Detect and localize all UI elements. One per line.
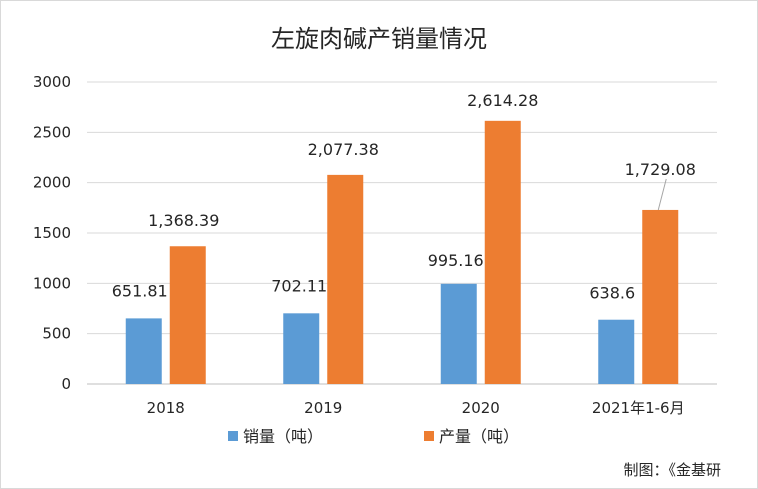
data-label-output: 1,729.08 <box>625 160 696 179</box>
y-tick-label: 2000 <box>33 174 71 192</box>
x-tick-label: 2018 <box>147 399 185 417</box>
x-tick-label: 2021年1-6月 <box>592 399 685 417</box>
y-tick-label: 1500 <box>33 224 71 242</box>
legend-swatch-output <box>424 431 434 441</box>
chart-title: 左旋肉碱产销量情况 <box>271 25 487 53</box>
y-tick-label: 0 <box>61 375 71 393</box>
y-tick-label: 3000 <box>33 73 71 91</box>
bar-sales <box>440 283 477 384</box>
source-note: 制图：《金基研 <box>623 461 721 479</box>
bar-sales <box>125 318 162 384</box>
x-tick-label: 2019 <box>304 399 342 417</box>
bar-output <box>169 246 206 384</box>
x-axis-ticks: 2018 2019 2020 2021年1-6月 <box>147 399 685 417</box>
bar-sales <box>598 319 635 384</box>
bar-output <box>484 120 521 384</box>
legend-label-sales: 销量（吨） <box>243 427 323 446</box>
bar-sales <box>283 313 320 384</box>
leader-line <box>657 178 667 211</box>
legend-swatch-sales <box>228 431 238 441</box>
data-label-output: 1,368.39 <box>148 211 219 230</box>
data-label-output: 2,077.38 <box>308 140 379 159</box>
data-label-sales: 995.16 <box>428 251 484 270</box>
y-axis-ticks: 0 500 1000 1500 2000 2500 3000 <box>33 73 71 393</box>
data-label-sales: 651.81 <box>112 281 168 300</box>
bar-output <box>642 209 679 384</box>
x-tick-label: 2020 <box>462 399 500 417</box>
data-label-output: 2,614.28 <box>467 91 538 110</box>
data-label-sales: 702.11 <box>271 276 327 295</box>
legend: 销量（吨） 产量（吨） <box>228 427 519 446</box>
legend-label-output: 产量（吨） <box>439 427 519 446</box>
data-label-sales: 638.6 <box>589 284 635 303</box>
y-tick-label: 1000 <box>33 274 71 292</box>
bars: 651.81 1,368.39 702.11 2,077.38 995.16 2,614.… <box>112 91 696 384</box>
y-tick-label: 2500 <box>33 123 71 141</box>
y-tick-label: 500 <box>42 325 71 343</box>
bar-output <box>327 174 364 384</box>
